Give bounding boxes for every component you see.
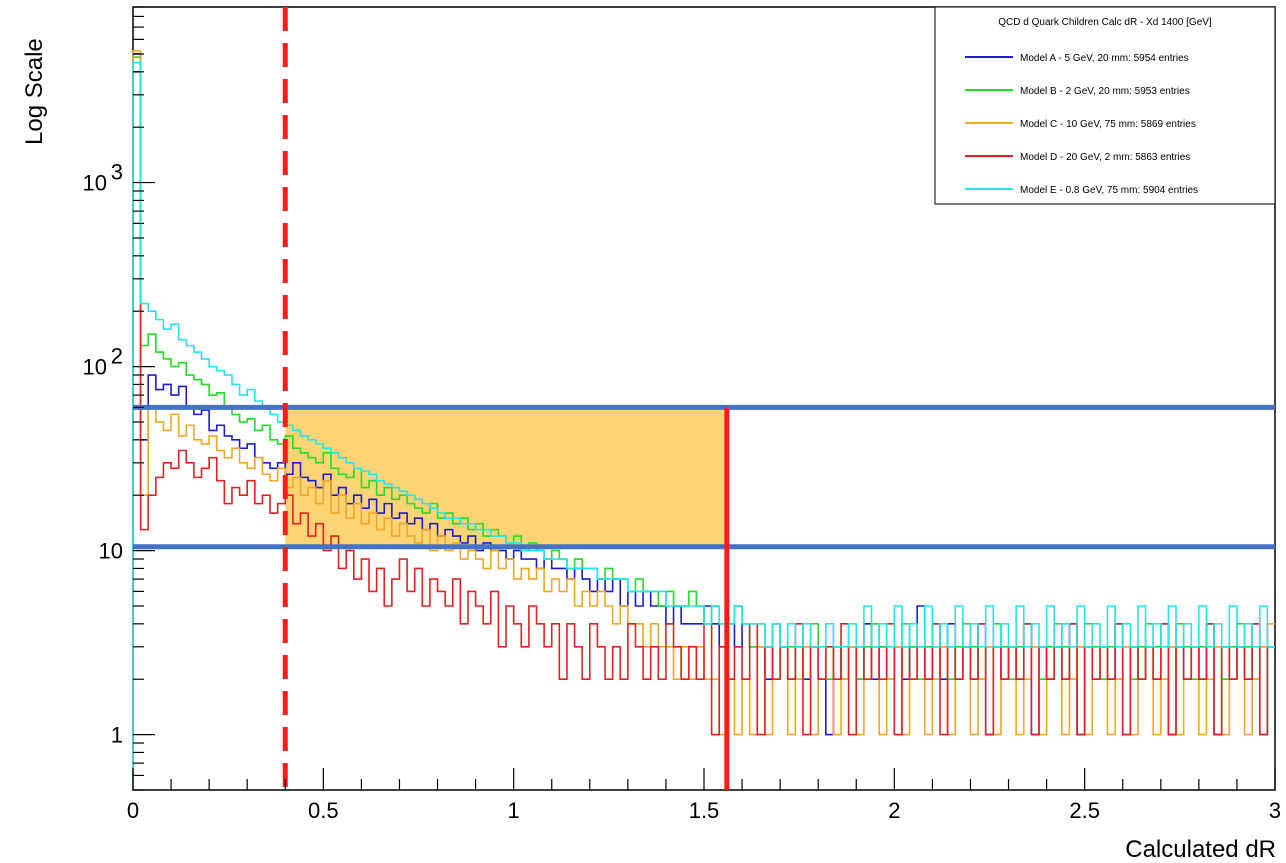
legend: QCD d Quark Children Calc dR - Xd 1400 [… bbox=[934, 6, 1276, 205]
x-tick-label: 2 bbox=[888, 798, 900, 823]
y-tick-label: 10 bbox=[83, 355, 107, 380]
x-axis-title: Calculated dR bbox=[1125, 836, 1276, 863]
y-tick-exponent: 2 bbox=[111, 344, 123, 369]
shaded-box bbox=[285, 407, 727, 547]
legend-label-4: Model D - 20 GeV, 2 mm: 5863 entries bbox=[1020, 152, 1190, 163]
y-axis-title: Log Scale bbox=[21, 38, 48, 145]
x-tick-label: 2.5 bbox=[1069, 798, 1100, 823]
legend-label-2: Model B - 2 GeV, 20 mm: 5953 entries bbox=[1020, 86, 1190, 97]
x-tick-label: 1 bbox=[508, 798, 520, 823]
annotation-lines bbox=[133, 7, 1275, 790]
legend-title: QCD d Quark Children Calc dR - Xd 1400 [… bbox=[998, 17, 1212, 28]
y-tick-label: 10 bbox=[99, 539, 123, 564]
legend-label-1: Model A - 5 GeV, 20 mm: 5954 entries bbox=[1020, 53, 1189, 64]
legend-box bbox=[934, 6, 1276, 205]
series-line-5 bbox=[132, 61, 1275, 790]
y-tick-exponent: 3 bbox=[111, 160, 123, 185]
x-tick-label: 3 bbox=[1269, 798, 1281, 823]
legend-entries: Model A - 5 GeV, 20 mm: 5954 entries Mode… bbox=[965, 53, 1198, 196]
legend-label-3: Model C - 10 GeV, 75 mm: 5869 entries bbox=[1020, 119, 1196, 130]
y-tick-label: 1 bbox=[111, 723, 123, 748]
x-tick-label: 1.5 bbox=[689, 798, 720, 823]
series-group bbox=[132, 50, 1275, 790]
shaded-region bbox=[285, 407, 727, 547]
x-tick-label: 0.5 bbox=[308, 798, 339, 823]
y-tick-label: 10 bbox=[83, 171, 107, 196]
x-tick-label: 0 bbox=[127, 798, 139, 823]
series-line-4 bbox=[132, 71, 1275, 790]
legend-label-5: Model E - 0.8 GeV, 75 mm: 5904 entries bbox=[1020, 185, 1198, 196]
